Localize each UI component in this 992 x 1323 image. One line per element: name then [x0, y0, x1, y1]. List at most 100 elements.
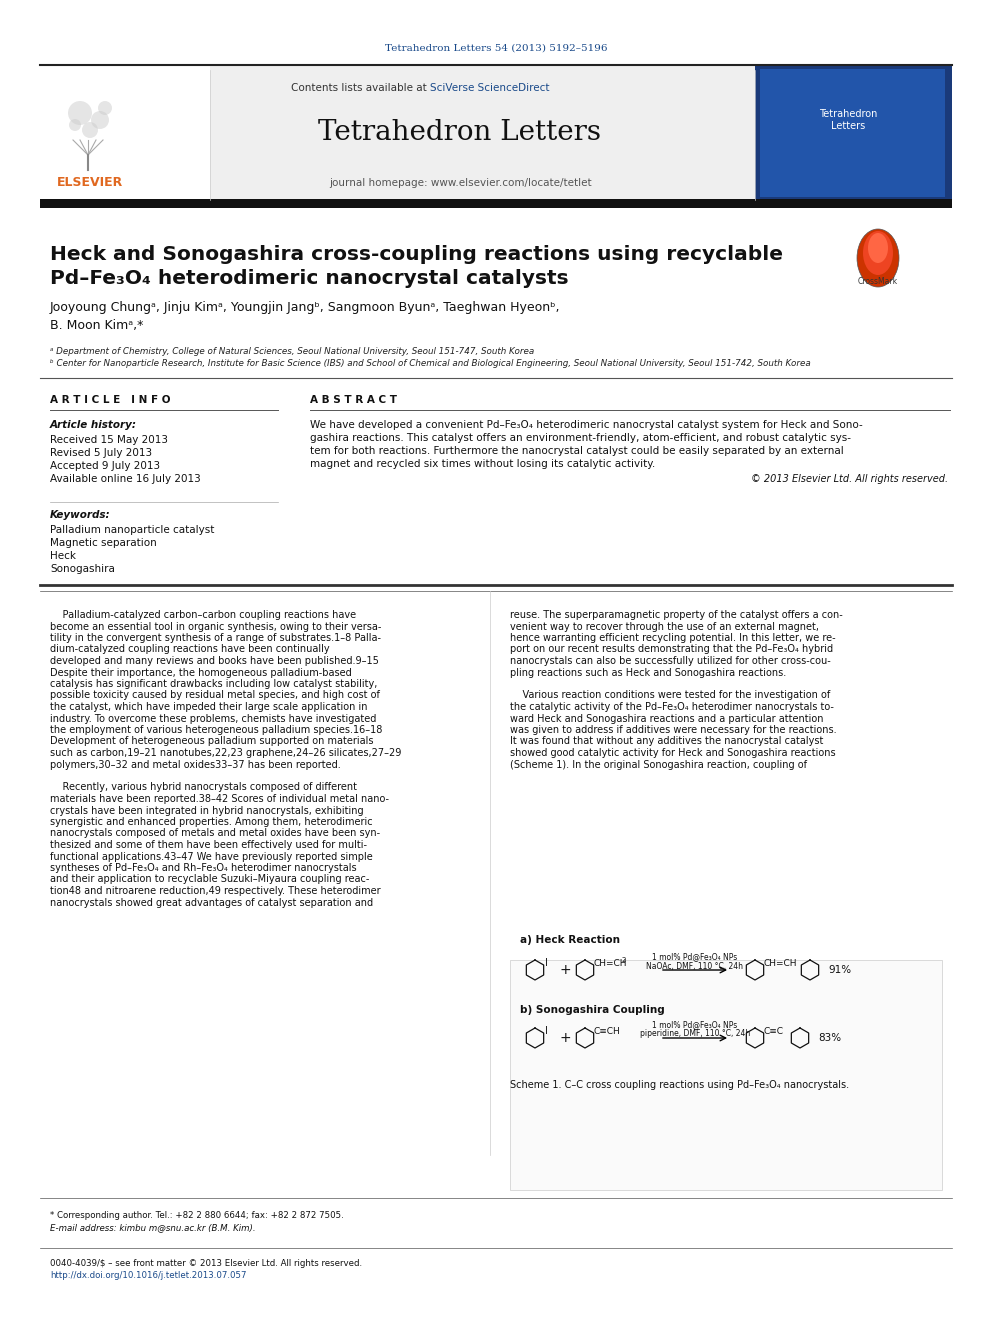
Text: journal homepage: www.elsevier.com/locate/tetlet: journal homepage: www.elsevier.com/locat… [328, 179, 591, 188]
Text: such as carbon,19–21 nanotubes,22,23 graphene,24–26 silicates,27–29: such as carbon,19–21 nanotubes,22,23 gra… [50, 747, 402, 758]
Text: I: I [545, 1027, 548, 1036]
Text: nanocrystals showed great advantages of catalyst separation and: nanocrystals showed great advantages of … [50, 897, 373, 908]
Text: port on our recent results demonstrating that the Pd–Fe₃O₄ hybrid: port on our recent results demonstrating… [510, 644, 833, 655]
Text: venient way to recover through the use of an external magnet,: venient way to recover through the use o… [510, 622, 819, 631]
Text: Tetrahedron Letters 54 (2013) 5192–5196: Tetrahedron Letters 54 (2013) 5192–5196 [385, 44, 607, 53]
Text: Heck: Heck [50, 550, 76, 561]
Text: a) Heck Reaction: a) Heck Reaction [520, 935, 620, 945]
Text: the employment of various heterogeneous palladium species.16–18: the employment of various heterogeneous … [50, 725, 382, 736]
Text: industry. To overcome these problems, chemists have investigated: industry. To overcome these problems, ch… [50, 713, 376, 724]
Text: Keywords:: Keywords: [50, 509, 111, 520]
Text: Tetrahedron
Letters: Tetrahedron Letters [818, 110, 877, 131]
Text: ward Heck and Sonogashira reactions and a particular attention: ward Heck and Sonogashira reactions and … [510, 713, 823, 724]
Circle shape [68, 101, 92, 124]
Text: functional applications.43–47 We have previously reported simple: functional applications.43–47 We have pr… [50, 852, 373, 861]
Text: +: + [559, 1031, 570, 1045]
Text: C≡C: C≡C [763, 1027, 783, 1036]
Bar [755, 65, 952, 200]
Text: Pd–Fe₃O₄ heterodimeric nanocrystal catalysts: Pd–Fe₃O₄ heterodimeric nanocrystal catal… [50, 269, 568, 287]
Text: was given to address if additives were necessary for the reactions.: was given to address if additives were n… [510, 725, 836, 736]
Text: B. Moon Kimᵃ,*: B. Moon Kimᵃ,* [50, 319, 144, 332]
Text: Contents lists available at: Contents lists available at [291, 83, 430, 93]
Text: crystals have been integrated in hybrid nanocrystals, exhibiting: crystals have been integrated in hybrid … [50, 806, 364, 815]
Text: reuse. The superparamagnetic property of the catalyst offers a con-: reuse. The superparamagnetic property of… [510, 610, 843, 620]
Text: NaOAc, DMF, 110 °C, 24h: NaOAc, DMF, 110 °C, 24h [647, 962, 743, 971]
Text: ᵃ Department of Chemistry, College of Natural Sciences, Seoul National Universit: ᵃ Department of Chemistry, College of Na… [50, 348, 535, 356]
Text: and their application to recyclable Suzuki–Miyaura coupling reac-: and their application to recyclable Suzu… [50, 875, 369, 885]
Text: Magnetic separation: Magnetic separation [50, 538, 157, 548]
Text: the catalytic activity of the Pd–Fe₃O₄ heterodimer nanocrystals to-: the catalytic activity of the Pd–Fe₃O₄ h… [510, 703, 834, 712]
Text: Available online 16 July 2013: Available online 16 July 2013 [50, 474, 200, 484]
Text: 91%: 91% [828, 964, 851, 975]
Text: piperidine, DMF, 110 °C, 24h: piperidine, DMF, 110 °C, 24h [640, 1029, 750, 1039]
Text: gashira reactions. This catalyst offers an environment-friendly, atom-efficient,: gashira reactions. This catalyst offers … [310, 433, 851, 443]
Bar [760, 69, 945, 197]
Text: nanocrystals can also be successfully utilized for other cross-cou-: nanocrystals can also be successfully ut… [510, 656, 830, 665]
Text: pling reactions such as Heck and Sonogashira reactions.: pling reactions such as Heck and Sonogas… [510, 668, 787, 677]
Text: CH=CH: CH=CH [763, 958, 797, 967]
Text: ELSEVIER: ELSEVIER [57, 176, 123, 189]
Text: CH=CH: CH=CH [593, 958, 627, 967]
Text: SciVerse ScienceDirect: SciVerse ScienceDirect [430, 83, 550, 93]
Bar [40, 65, 210, 200]
Text: the catalyst, which have impeded their large scale application in: the catalyst, which have impeded their l… [50, 703, 367, 712]
Text: become an essential tool in organic synthesis, owing to their versa-: become an essential tool in organic synt… [50, 622, 381, 631]
Text: 2: 2 [622, 957, 626, 963]
Text: Accepted 9 July 2013: Accepted 9 July 2013 [50, 460, 160, 471]
Text: ᵇ Center for Nanoparticle Research, Institute for Basic Science (IBS) and School: ᵇ Center for Nanoparticle Research, Inst… [50, 360, 810, 369]
Text: Scheme 1. C–C cross coupling reactions using Pd–Fe₃O₄ nanocrystals.: Scheme 1. C–C cross coupling reactions u… [510, 1080, 849, 1090]
Circle shape [69, 119, 81, 131]
Text: © 2013 Elsevier Ltd. All rights reserved.: © 2013 Elsevier Ltd. All rights reserved… [751, 474, 948, 484]
Text: We have developed a convenient Pd–Fe₃O₄ heterodimeric nanocrystal catalyst syste: We have developed a convenient Pd–Fe₃O₄ … [310, 419, 863, 430]
Text: dium-catalyzed coupling reactions have been continually: dium-catalyzed coupling reactions have b… [50, 644, 329, 655]
Text: syntheses of Pd–Fe₃O₄ and Rh–Fe₃O₄ heterodimer nanocrystals: syntheses of Pd–Fe₃O₄ and Rh–Fe₃O₄ heter… [50, 863, 357, 873]
Text: magnet and recycled six times without losing its catalytic activity.: magnet and recycled six times without lo… [310, 459, 656, 468]
Text: nanocrystals composed of metals and metal oxides have been syn-: nanocrystals composed of metals and meta… [50, 828, 380, 839]
Circle shape [82, 122, 98, 138]
Text: tion48 and nitroarene reduction,49 respectively. These heterodimer: tion48 and nitroarene reduction,49 respe… [50, 886, 381, 896]
Ellipse shape [857, 229, 899, 287]
Text: Palladium-catalyzed carbon–carbon coupling reactions have: Palladium-catalyzed carbon–carbon coupli… [50, 610, 356, 620]
Text: thesized and some of them have been effectively used for multi-: thesized and some of them have been effe… [50, 840, 367, 849]
Text: C≡CH: C≡CH [593, 1027, 620, 1036]
Text: Sonogashira: Sonogashira [50, 564, 115, 574]
Text: hence warranting efficient recycling potential. In this letter, we re-: hence warranting efficient recycling pot… [510, 632, 835, 643]
Text: Revised 5 July 2013: Revised 5 July 2013 [50, 448, 152, 458]
Text: tem for both reactions. Furthermore the nanocrystal catalyst could be easily sep: tem for both reactions. Furthermore the … [310, 446, 844, 456]
Text: CrossMark: CrossMark [858, 278, 898, 287]
Text: Jooyoung Chungᵃ, Jinju Kimᵃ, Youngjin Jangᵇ, Sangmoon Byunᵃ, Taeghwan Hyeonᵇ,: Jooyoung Chungᵃ, Jinju Kimᵃ, Youngjin Ja… [50, 302, 560, 315]
Text: Received 15 May 2013: Received 15 May 2013 [50, 435, 168, 445]
Text: * Corresponding author. Tel.: +82 2 880 6644; fax: +82 2 872 7505.: * Corresponding author. Tel.: +82 2 880 … [50, 1211, 344, 1220]
Circle shape [98, 101, 112, 115]
Text: catalysis has significant drawbacks including low catalyst stability,: catalysis has significant drawbacks incl… [50, 679, 377, 689]
Text: It was found that without any additives the nanocrystal catalyst: It was found that without any additives … [510, 737, 823, 746]
Text: 0040-4039/$ – see front matter © 2013 Elsevier Ltd. All rights reserved.: 0040-4039/$ – see front matter © 2013 El… [50, 1258, 362, 1267]
Text: synergistic and enhanced properties. Among them, heterodimeric: synergistic and enhanced properties. Amo… [50, 818, 373, 827]
Text: Recently, various hybrid nanocrystals composed of different: Recently, various hybrid nanocrystals co… [50, 782, 357, 792]
Text: tility in the convergent synthesis of a range of substrates.1–8 Palla-: tility in the convergent synthesis of a … [50, 632, 381, 643]
Text: possible toxicity caused by residual metal species, and high cost of: possible toxicity caused by residual met… [50, 691, 380, 700]
Text: Article history:: Article history: [50, 419, 137, 430]
Text: 1 mol% Pd@Fe₃O₄ NPs: 1 mol% Pd@Fe₃O₄ NPs [653, 953, 738, 962]
Text: b) Sonogashira Coupling: b) Sonogashira Coupling [520, 1005, 665, 1015]
Text: E-mail address: kimbu m@snu.ac.kr (B.M. Kim).: E-mail address: kimbu m@snu.ac.kr (B.M. … [50, 1224, 256, 1233]
Text: polymers,30–32 and metal oxides33–37 has been reported.: polymers,30–32 and metal oxides33–37 has… [50, 759, 340, 770]
Text: A B S T R A C T: A B S T R A C T [310, 396, 397, 405]
Ellipse shape [863, 232, 893, 275]
Text: 1 mol% Pd@Fe₃O₄ NPs: 1 mol% Pd@Fe₃O₄ NPs [653, 1020, 738, 1029]
Text: 83%: 83% [818, 1033, 841, 1043]
Bar [40, 198, 952, 208]
Text: I: I [545, 958, 548, 968]
Text: Development of heterogeneous palladium supported on materials: Development of heterogeneous palladium s… [50, 737, 374, 746]
Text: (Scheme 1). In the original Sonogashira reaction, coupling of: (Scheme 1). In the original Sonogashira … [510, 759, 807, 770]
Bar [510, 960, 942, 1189]
Text: developed and many reviews and books have been published.9–15: developed and many reviews and books hav… [50, 656, 379, 665]
Text: http://dx.doi.org/10.1016/j.tetlet.2013.07.057: http://dx.doi.org/10.1016/j.tetlet.2013.… [50, 1271, 246, 1281]
Text: materials have been reported.38–42 Scores of individual metal nano-: materials have been reported.38–42 Score… [50, 794, 389, 804]
Circle shape [91, 111, 109, 130]
Text: A R T I C L E   I N F O: A R T I C L E I N F O [50, 396, 171, 405]
Text: Heck and Sonogashira cross-coupling reactions using recyclable: Heck and Sonogashira cross-coupling reac… [50, 246, 783, 265]
Text: Palladium nanoparticle catalyst: Palladium nanoparticle catalyst [50, 525, 214, 534]
Text: showed good catalytic activity for Heck and Sonogashira reactions: showed good catalytic activity for Heck … [510, 747, 835, 758]
Bar [40, 65, 952, 200]
